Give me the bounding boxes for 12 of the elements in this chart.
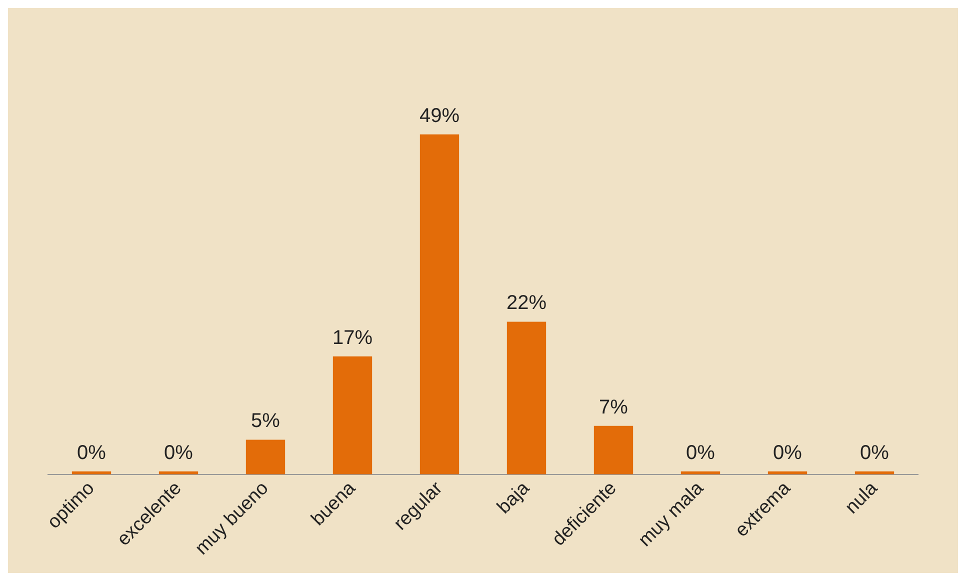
data-label: 0% [164, 442, 194, 464]
data-label: 22% [506, 292, 547, 314]
x-tick-label: nula [841, 478, 882, 518]
data-label: 0% [773, 442, 802, 464]
x-tick-label: baja [493, 478, 534, 518]
data-label: 5% [251, 410, 280, 432]
data-label: 49% [419, 104, 460, 127]
data-label: 17% [332, 326, 373, 349]
data-label: 0% [77, 442, 106, 464]
data-label: 0% [686, 442, 716, 464]
data-label: 7% [599, 396, 628, 418]
data-label: 0% [860, 442, 890, 464]
